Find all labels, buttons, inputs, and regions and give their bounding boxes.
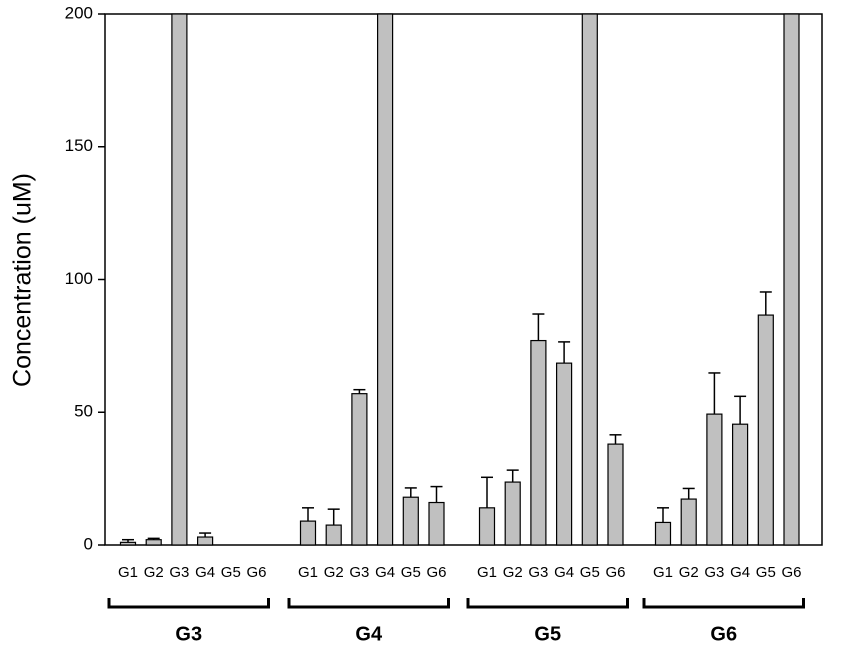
group-label: G3 — [175, 623, 202, 645]
x-tick-label: G5 — [401, 564, 421, 581]
bar — [197, 536, 214, 546]
x-tick-label: G2 — [324, 564, 344, 581]
y-tick-label: 50 — [74, 402, 93, 421]
bar — [145, 539, 162, 546]
bar — [377, 13, 394, 546]
x-tick-label: G4 — [730, 564, 750, 581]
bar — [706, 413, 723, 546]
y-tick-label: 150 — [65, 136, 93, 155]
bar — [680, 498, 697, 546]
y-tick-label: 100 — [65, 269, 93, 288]
x-tick-label: G1 — [477, 564, 497, 581]
bar — [581, 13, 598, 546]
x-tick-label: G3 — [169, 564, 189, 581]
y-axis-label: Concentration (uM) — [9, 173, 37, 387]
bar — [299, 520, 317, 546]
x-tick-label: G3 — [704, 564, 724, 581]
x-tick-label: G1 — [118, 564, 138, 581]
x-tick-label: G6 — [426, 564, 446, 581]
bar — [504, 481, 521, 546]
x-tick-label: G5 — [756, 564, 776, 581]
x-tick-label: G1 — [653, 564, 673, 581]
bar — [478, 507, 496, 546]
x-tick-label: G2 — [679, 564, 699, 581]
bar — [428, 501, 445, 546]
x-tick-label: G3 — [528, 564, 548, 581]
bar — [325, 524, 342, 546]
x-tick-label: G2 — [503, 564, 523, 581]
bar — [607, 443, 624, 546]
group-label: G6 — [710, 623, 737, 645]
x-tick-label: G4 — [554, 564, 574, 581]
y-tick-label: 0 — [84, 534, 93, 553]
group-label: G5 — [534, 623, 561, 645]
bar — [119, 541, 137, 546]
x-tick-label: G4 — [195, 564, 215, 581]
x-tick-label: G3 — [349, 564, 369, 581]
bar — [351, 393, 368, 546]
x-tick-label: G4 — [375, 564, 395, 581]
x-tick-label: G1 — [298, 564, 318, 581]
x-tick-label: G5 — [221, 564, 241, 581]
group-bracket — [287, 598, 450, 609]
group-bracket — [466, 598, 629, 609]
bar — [731, 423, 749, 546]
x-tick-label: G6 — [246, 564, 266, 581]
bar — [654, 521, 672, 546]
x-tick-label: G6 — [605, 564, 625, 581]
bar — [402, 496, 419, 546]
bar — [757, 314, 774, 546]
y-tick-label: 200 — [65, 3, 93, 22]
group-bracket — [642, 598, 805, 609]
bar — [530, 339, 547, 546]
bar — [171, 13, 188, 546]
x-tick-label: G5 — [580, 564, 600, 581]
group-bracket — [107, 598, 270, 609]
bar — [783, 13, 800, 546]
group-label: G4 — [355, 623, 383, 645]
bar — [555, 362, 573, 546]
x-tick-label: G6 — [781, 564, 801, 581]
x-tick-label: G2 — [144, 564, 164, 581]
